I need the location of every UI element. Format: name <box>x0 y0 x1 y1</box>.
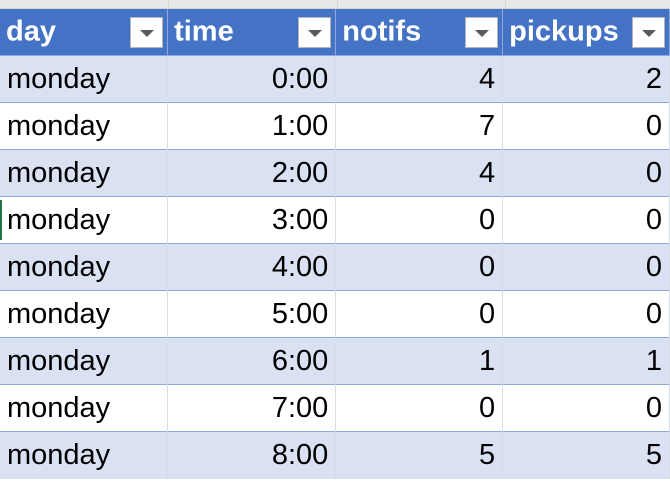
column-divider <box>168 0 169 9</box>
cell-pickups[interactable]: 0 <box>502 243 670 291</box>
cell-pickups[interactable]: 0 <box>502 290 670 338</box>
cell-pickups[interactable]: 0 <box>502 196 670 244</box>
cell-day[interactable]: monday <box>0 149 169 197</box>
cell-time[interactable]: 3:00 <box>167 196 337 244</box>
chevron-down-icon <box>139 29 154 37</box>
data-table: day time notifs pickups monday <box>0 9 670 479</box>
cell-day[interactable]: monday <box>0 243 169 291</box>
cell-time[interactable]: 7:00 <box>167 384 337 432</box>
cell-notifs[interactable]: 0 <box>335 196 504 244</box>
header-cell-pickups[interactable]: pickups <box>502 9 670 56</box>
table-row: monday 6:00 1 1 <box>0 337 670 385</box>
cell-day[interactable]: monday <box>0 290 169 338</box>
cell-day[interactable]: monday <box>0 337 169 385</box>
cell-notifs[interactable]: 1 <box>335 337 504 385</box>
cell-notifs[interactable]: 7 <box>335 102 504 150</box>
cell-day[interactable]: monday <box>0 384 169 432</box>
header-label: notifs <box>342 15 422 48</box>
header-label: time <box>174 15 234 48</box>
cell-time[interactable]: 5:00 <box>167 290 337 338</box>
header-label: day <box>6 15 56 48</box>
filter-dropdown-icon[interactable] <box>298 17 332 48</box>
cell-time[interactable]: 1:00 <box>167 102 337 150</box>
header-cell-notifs[interactable]: notifs <box>335 9 504 56</box>
cell-time[interactable]: 2:00 <box>167 149 337 197</box>
table-row: monday 3:00 0 0 <box>0 196 670 244</box>
cell-pickups[interactable]: 0 <box>502 384 670 432</box>
cell-pickups[interactable]: 0 <box>502 149 670 197</box>
cell-pickups[interactable]: 1 <box>502 337 670 385</box>
cell-notifs[interactable]: 0 <box>335 243 504 291</box>
header-cell-time[interactable]: time <box>167 9 337 56</box>
table-row: monday 8:00 5 5 <box>0 431 670 479</box>
cell-day[interactable]: monday <box>0 196 169 244</box>
cell-notifs[interactable]: 0 <box>335 290 504 338</box>
table-row: monday 0:00 4 2 <box>0 55 670 103</box>
cell-day[interactable]: monday <box>0 55 169 103</box>
cell-notifs[interactable]: 4 <box>335 55 504 103</box>
header-cell-day[interactable]: day <box>0 9 169 56</box>
header-row: day time notifs pickups <box>0 9 670 56</box>
cell-time[interactable]: 0:00 <box>167 55 337 103</box>
table-row: monday 4:00 0 0 <box>0 243 670 291</box>
chevron-down-icon <box>307 29 322 37</box>
cell-day[interactable]: monday <box>0 431 169 479</box>
column-divider <box>337 0 338 9</box>
column-divider <box>505 0 506 9</box>
chevron-down-icon <box>474 29 489 37</box>
filter-dropdown-icon[interactable] <box>130 17 164 48</box>
cell-time[interactable]: 4:00 <box>167 243 337 291</box>
column-header-strip <box>0 0 670 9</box>
cell-pickups[interactable]: 0 <box>502 102 670 150</box>
cell-time[interactable]: 8:00 <box>167 431 337 479</box>
filter-dropdown-icon[interactable] <box>465 17 499 48</box>
cell-pickups[interactable]: 5 <box>502 431 670 479</box>
selection-edge-marker <box>0 200 2 240</box>
table-row: monday 2:00 4 0 <box>0 149 670 197</box>
filter-dropdown-icon[interactable] <box>632 17 665 48</box>
cell-notifs[interactable]: 5 <box>335 431 504 479</box>
table-row: monday 7:00 0 0 <box>0 384 670 432</box>
table-row: monday 1:00 7 0 <box>0 102 670 150</box>
cell-day[interactable]: monday <box>0 102 169 150</box>
chevron-down-icon <box>641 29 656 37</box>
cell-notifs[interactable]: 4 <box>335 149 504 197</box>
table-row: monday 5:00 0 0 <box>0 290 670 338</box>
header-label: pickups <box>509 15 619 48</box>
cell-time[interactable]: 6:00 <box>167 337 337 385</box>
cell-notifs[interactable]: 0 <box>335 384 504 432</box>
cell-pickups[interactable]: 2 <box>502 55 670 103</box>
